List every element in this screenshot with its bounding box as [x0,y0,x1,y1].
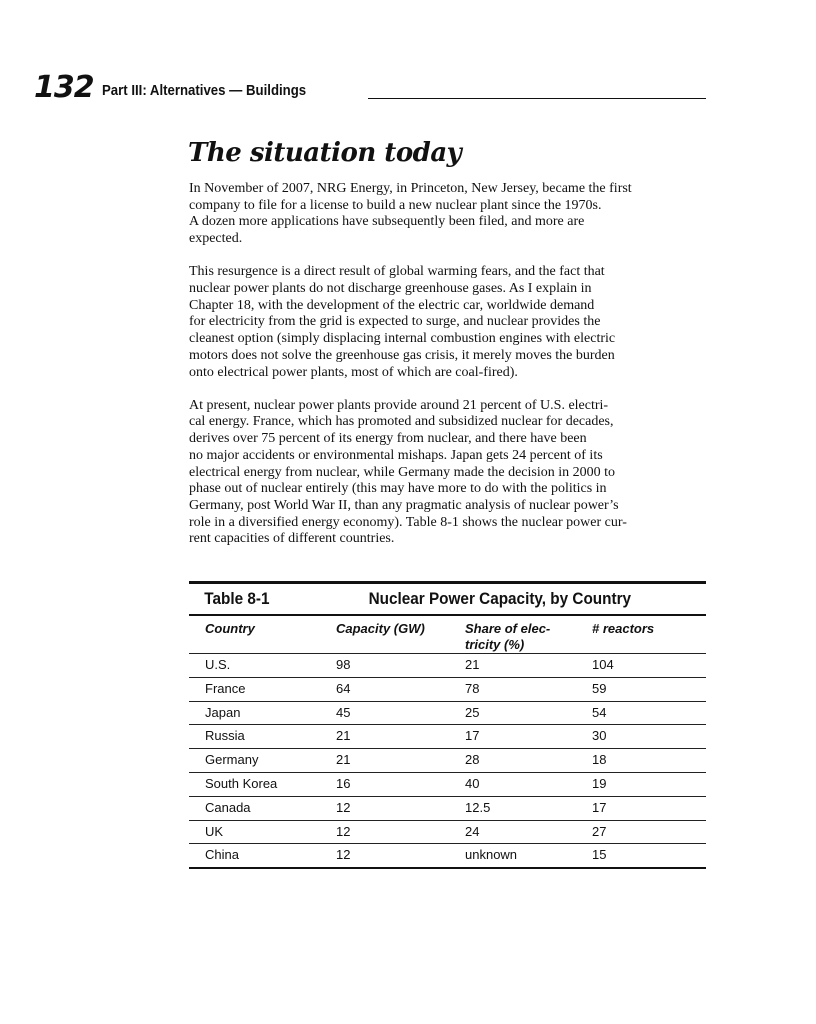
table-cell: 54 [592,704,607,720]
column-header: Capacity (GW) [336,621,425,636]
table-cell: 27 [592,823,607,839]
table-cell: 16 [336,775,351,791]
text-line: At present, nuclear power plants provide… [189,397,609,413]
body-text: In November of 2007, NRG Energy, in Prin… [189,181,709,565]
table-cell: 17 [465,728,480,744]
text-line: derives over 75 percent of its energy fr… [189,431,587,447]
table-cell: unknown [465,847,518,863]
text-line: role in a diversified energy economy). T… [189,514,627,530]
column-header: Share of elec- tricity (%) [465,621,551,652]
table-8-1: Table 8-1 Nuclear Power Capacity, by Cou… [189,581,706,870]
table-cell: 12 [336,799,351,815]
table-cell: 15 [592,847,607,863]
table-cell: 59 [592,680,607,696]
table-row: China 12 unknown 15 [189,844,706,870]
text-line: nuclear power plants do not discharge gr… [189,281,592,297]
table-cell: 64 [336,680,351,696]
table-cell: 12 [336,847,351,863]
table-caption: Table 8-1 Nuclear Power Capacity, by Cou… [189,584,706,616]
text-line: electrical energy from nuclear, while Ge… [189,464,616,480]
table-top-rule [189,581,706,584]
table-title: Nuclear Power Capacity, by Country [368,589,632,608]
column-header: # reactors [592,621,655,636]
text-line: expected. [189,231,243,247]
table-cell: 21 [336,752,351,768]
header-rule [368,98,706,99]
section-title: The situation today [188,138,462,168]
column-header: Country [205,621,255,636]
table-cell: 30 [592,728,607,744]
table-cell: 18 [592,752,607,768]
table-cell: 28 [465,752,480,768]
text-line: rent capacities of different countries. [189,531,395,547]
table-cell: 12.5 [465,799,491,815]
text-line: no major accidents or environmental mish… [189,447,603,463]
table-cell: Germany [205,752,259,768]
table-cell: 12 [336,823,351,839]
paragraph: At present, nuclear power plants provide… [189,398,709,548]
table-cell: 17 [592,799,607,815]
table-cell: Japan [205,704,241,720]
page-number: 132 [34,70,95,105]
table-row: Russia 21 17 30 [189,725,706,750]
table-cell: South Korea [205,775,278,791]
table-number: Table 8-1 [204,589,270,608]
table-cell: 104 [592,657,614,672]
text-line: for electricity from the grid is expecte… [189,314,601,330]
table-row: UK 12 24 27 [189,821,706,845]
text-line: In November of 2007, NRG Energy, in Prin… [189,181,632,196]
table-row: Japan 45 25 54 [189,702,706,726]
paragraph: In November of 2007, NRG Energy, in Prin… [189,181,709,248]
text-line: phase out of nuclear entirely (this may … [189,481,607,497]
table-cell: 24 [465,823,480,839]
table-row: Germany 21 28 18 [189,749,706,773]
table-cell: U.S. [205,657,231,672]
text-line: Chapter 18, with the development of the … [189,297,595,313]
table-row: France 64 78 59 [189,678,706,702]
table-cell: 25 [465,704,480,720]
paragraph: This resurgence is a direct result of gl… [189,264,709,381]
running-head: Part III: Alternatives — Buildings [102,82,307,99]
table-row: U.S. 98 21 104 [189,654,706,678]
text-line: onto electrical power plants, most of wh… [189,364,518,380]
text-line: motors does not solve the greenhouse gas… [189,347,615,363]
table-cell: 21 [336,728,351,744]
text-line: A dozen more applications have subsequen… [189,214,585,230]
text-line: cal energy. France, which has promoted a… [189,414,614,430]
text-line: company to file for a license to build a… [189,197,602,213]
text-line: Germany, post World War II, than any pra… [189,497,619,513]
table-cell: UK [205,823,224,839]
table-cell: 98 [336,657,351,672]
table-row: Canada 12 12.5 17 [189,797,706,821]
table-header-row: Country Capacity (GW) Share of elec- tri… [189,616,706,654]
table-cell: 78 [465,680,480,696]
text-line: This resurgence is a direct result of gl… [189,264,605,280]
table-cell: China [205,847,239,863]
text-line: cleanest option (simply displacing inter… [189,331,616,347]
table-cell: 40 [465,775,480,791]
table-cell: France [205,680,246,696]
table-cell: 45 [336,704,351,720]
table-cell: 19 [592,775,607,791]
table-cell: Canada [205,799,251,815]
table-cell: Russia [205,728,245,744]
table-row: South Korea 16 40 19 [189,773,706,797]
table-cell: 21 [465,657,480,672]
